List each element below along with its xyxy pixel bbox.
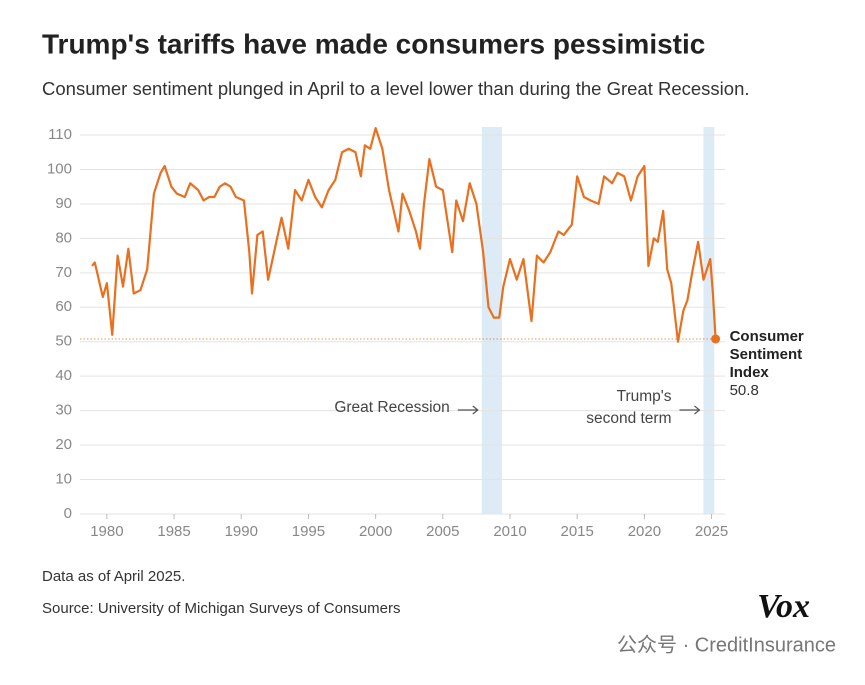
annotation-arrow (679, 405, 701, 415)
y-tick-label: 70 (55, 264, 72, 281)
y-tick-label: 0 (64, 505, 72, 522)
source: Source: University of Michigan Surveys o… (42, 600, 400, 617)
y-tick-label: 50 (55, 333, 72, 350)
y-tick-label: 80 (55, 229, 72, 246)
end-value-label: 50.8 (730, 382, 759, 399)
watermark: 公众号 · CreditInsurance (617, 633, 836, 656)
x-tick-label: 2010 (493, 523, 526, 540)
x-tick-label: 2015 (561, 523, 594, 540)
x-tick-label: 2020 (628, 523, 661, 540)
annotation-arrow (457, 405, 479, 415)
annotation: Great Recession (334, 399, 449, 416)
y-tick-label: 60 (55, 298, 72, 315)
x-tick-label: 1995 (292, 523, 325, 540)
shaded-span (481, 127, 502, 514)
y-tick-label: 90 (55, 195, 72, 212)
x-tick-label: 2005 (426, 523, 459, 540)
y-tick-label: 10 (55, 471, 72, 488)
annotation: Trump's (617, 388, 672, 405)
annotation: second term (586, 410, 671, 427)
x-tick-label: 2025 (695, 523, 728, 540)
note: Data as of April 2025. (42, 568, 185, 585)
x-tick-label: 1985 (157, 523, 190, 540)
y-tick-label: 110 (48, 126, 72, 143)
y-tick-label: 100 (47, 160, 72, 177)
end-label: Index (730, 364, 770, 381)
chart-title: Trump's tariffs have made consumers pess… (42, 28, 705, 59)
chart-subtitle: Consumer sentiment plunged in April to a… (42, 78, 750, 99)
shaded-span (703, 127, 715, 514)
y-tick-label: 40 (55, 367, 72, 384)
x-tick-label: 2000 (359, 523, 392, 540)
x-tick-label: 1990 (225, 523, 258, 540)
series-line (91, 127, 717, 343)
end-label: Consumer (730, 328, 804, 345)
x-tick-label: 1980 (90, 523, 123, 540)
end-point (711, 334, 721, 344)
y-tick-label: 30 (55, 402, 72, 419)
logo: Vox (757, 588, 810, 625)
y-tick-label: 20 (55, 436, 72, 453)
end-label: Sentiment (730, 346, 803, 363)
